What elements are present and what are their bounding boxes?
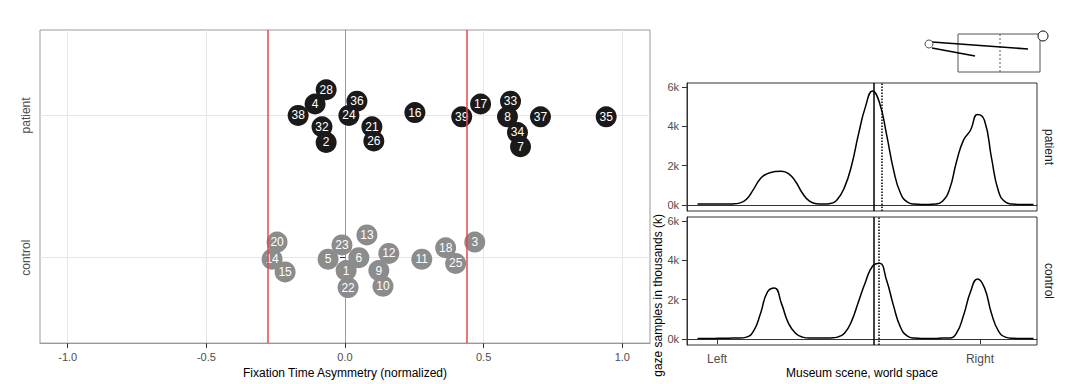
svg-text:5: 5 [325, 252, 332, 266]
svg-text:-1.0: -1.0 [58, 351, 77, 363]
svg-text:4k: 4k [667, 120, 679, 132]
svg-text:6: 6 [356, 251, 363, 265]
svg-text:1.0: 1.0 [615, 351, 630, 363]
svg-text:10: 10 [376, 279, 390, 293]
svg-text:Fixation Time Asymmetry (norma: Fixation Time Asymmetry (normalized) [243, 366, 447, 380]
svg-text:36: 36 [350, 94, 364, 108]
svg-text:3: 3 [471, 235, 478, 249]
svg-text:2: 2 [323, 135, 330, 149]
svg-text:17: 17 [474, 97, 488, 111]
svg-text:18: 18 [439, 241, 453, 255]
svg-text:24: 24 [342, 108, 356, 122]
svg-text:21: 21 [365, 120, 379, 134]
svg-text:22: 22 [341, 281, 355, 295]
svg-text:34: 34 [511, 125, 525, 139]
svg-text:33: 33 [504, 94, 518, 108]
svg-text:control: control [19, 240, 33, 276]
svg-text:20: 20 [270, 235, 284, 249]
svg-text:32: 32 [315, 120, 329, 134]
svg-text:23: 23 [335, 238, 349, 252]
svg-text:Museum scene, world space: Museum scene, world space [786, 366, 938, 380]
svg-text:4k: 4k [667, 254, 679, 266]
svg-text:8: 8 [504, 110, 511, 124]
svg-text:38: 38 [291, 108, 305, 122]
svg-text:16: 16 [408, 106, 422, 120]
svg-text:35: 35 [600, 110, 614, 124]
svg-text:37: 37 [534, 110, 548, 124]
svg-text:39: 39 [455, 109, 469, 124]
svg-text:Right: Right [966, 352, 995, 366]
svg-text:2k: 2k [667, 160, 679, 172]
svg-text:-0.5: -0.5 [197, 351, 216, 363]
svg-text:9: 9 [375, 264, 382, 278]
svg-text:13: 13 [360, 228, 374, 242]
svg-text:15: 15 [278, 265, 292, 279]
svg-text:12: 12 [382, 246, 396, 260]
svg-text:control: control [1042, 263, 1056, 299]
svg-text:Left: Left [707, 352, 728, 366]
svg-text:28: 28 [319, 83, 333, 97]
svg-text:gaze samples in thousands (k): gaze samples in thousands (k) [651, 214, 665, 377]
svg-text:6k: 6k [667, 215, 679, 227]
svg-text:11: 11 [416, 252, 429, 266]
svg-text:0.5: 0.5 [476, 351, 491, 363]
svg-text:0k: 0k [667, 199, 679, 211]
svg-text:1: 1 [343, 264, 350, 278]
svg-text:4: 4 [312, 97, 319, 111]
svg-text:26: 26 [367, 134, 381, 148]
svg-text:patient: patient [1042, 129, 1056, 166]
svg-text:6k: 6k [667, 81, 679, 93]
svg-text:14: 14 [265, 252, 279, 267]
svg-text:7: 7 [517, 140, 524, 154]
svg-text:patient: patient [19, 97, 33, 134]
svg-text:2k: 2k [667, 294, 679, 306]
svg-text:25: 25 [449, 256, 463, 270]
svg-text:0k: 0k [667, 333, 679, 345]
svg-text:0.0: 0.0 [337, 351, 352, 363]
